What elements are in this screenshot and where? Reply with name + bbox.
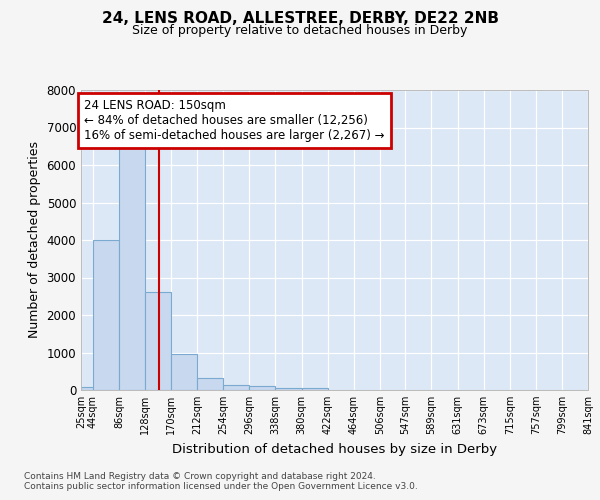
Bar [275, 388, 302, 390]
X-axis label: Distribution of detached houses by size in Derby: Distribution of detached houses by size … [172, 442, 497, 456]
Y-axis label: Number of detached properties: Number of detached properties [28, 142, 41, 338]
Text: Contains HM Land Registry data © Crown copyright and database right 2024.: Contains HM Land Registry data © Crown c… [24, 472, 376, 481]
Bar [145, 292, 171, 390]
Text: 24 LENS ROAD: 150sqm
← 84% of detached houses are smaller (12,256)
16% of semi-d: 24 LENS ROAD: 150sqm ← 84% of detached h… [84, 100, 385, 142]
Bar [119, 142, 145, 390]
Bar [302, 388, 328, 390]
Bar [93, 240, 119, 390]
Text: Size of property relative to detached houses in Derby: Size of property relative to detached ho… [133, 24, 467, 37]
Text: 24, LENS ROAD, ALLESTREE, DERBY, DE22 2NB: 24, LENS ROAD, ALLESTREE, DERBY, DE22 2N… [101, 11, 499, 26]
Bar [223, 385, 250, 390]
Bar [250, 386, 275, 390]
Bar [197, 378, 223, 390]
Bar [171, 354, 197, 390]
Text: Contains public sector information licensed under the Open Government Licence v3: Contains public sector information licen… [24, 482, 418, 491]
Bar [81, 387, 107, 390]
